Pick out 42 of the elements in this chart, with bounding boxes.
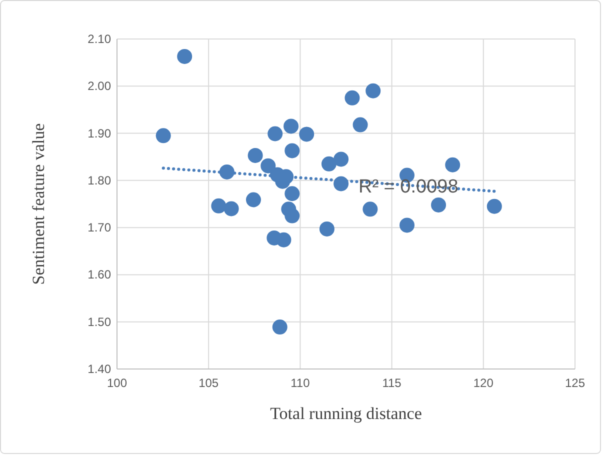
point [284,143,300,158]
y-tick-label: 1.80 [88,173,112,188]
x-tick-label: 125 [564,376,586,390]
y-tick-label: 1.40 [88,362,112,376]
point [268,126,283,142]
y-tick-label: 2.10 [88,32,112,46]
point [299,126,314,142]
point [156,128,171,144]
x-tick-label: 105 [198,376,219,390]
y-axis-title: Sentiment feature value [29,123,48,285]
x-tick-label: 100 [106,376,128,390]
point [486,198,502,214]
point [344,90,360,106]
point [177,48,192,64]
point [400,218,415,233]
point [321,156,336,172]
y-tick-label: 1.70 [88,220,112,235]
point [362,202,378,217]
point [284,118,299,134]
point [431,197,446,212]
point [352,117,368,132]
x-tick-label: 110 [290,376,310,390]
y-tick-label: 1.60 [88,268,112,282]
point [366,83,381,98]
point [246,192,261,208]
point [272,320,288,335]
y-tick-label: 2.00 [88,79,112,94]
point [260,158,276,174]
point [211,198,226,214]
point [284,208,300,224]
point [276,232,292,248]
point [248,148,263,163]
x-tick-label: 120 [473,376,494,390]
point [445,157,460,172]
point [284,186,300,202]
x-tick-label: 115 [382,376,402,390]
x-axis-title: Total running distance [270,404,422,423]
y-tick-label: 1.90 [88,126,112,140]
point [334,152,349,167]
y-tick-label: 1.50 [88,314,112,329]
point [319,221,334,236]
point [224,201,239,216]
